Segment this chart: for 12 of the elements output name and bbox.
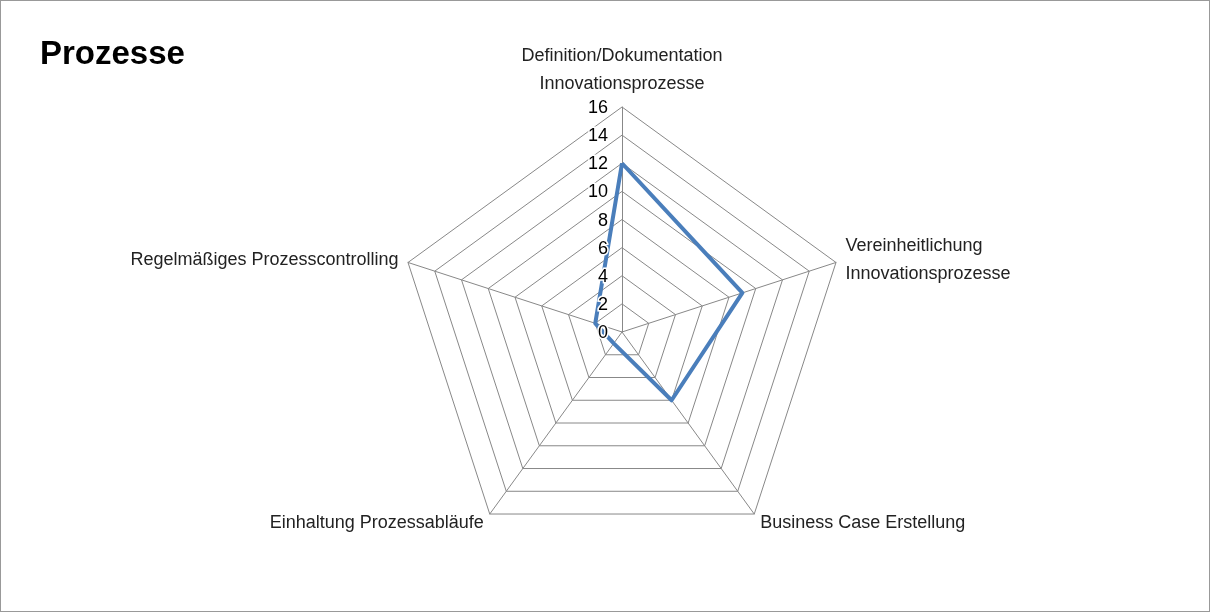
chart-title: Prozesse — [40, 34, 185, 71]
y-tick-label: 16 — [587, 97, 608, 117]
y-tick-label: 2 — [597, 293, 608, 314]
y-tick-label: 10 — [587, 181, 608, 202]
spoke-label: Vereinheitlichung Innovationsprozesse — [845, 235, 1011, 284]
y-tick-label: 14 — [587, 125, 608, 146]
spoke-label: Einhaltung Prozessabläufe — [269, 512, 484, 533]
y-tick-label: 8 — [597, 209, 608, 230]
spoke-label: Business Case Erstellung — [760, 512, 966, 533]
y-tick-label: 12 — [587, 153, 608, 174]
spoke-label: Definition/Dokumentation Innovationsprozesse — [521, 45, 723, 93]
spoke-label: Regelmäßiges Prozesscontrolling — [130, 249, 399, 270]
